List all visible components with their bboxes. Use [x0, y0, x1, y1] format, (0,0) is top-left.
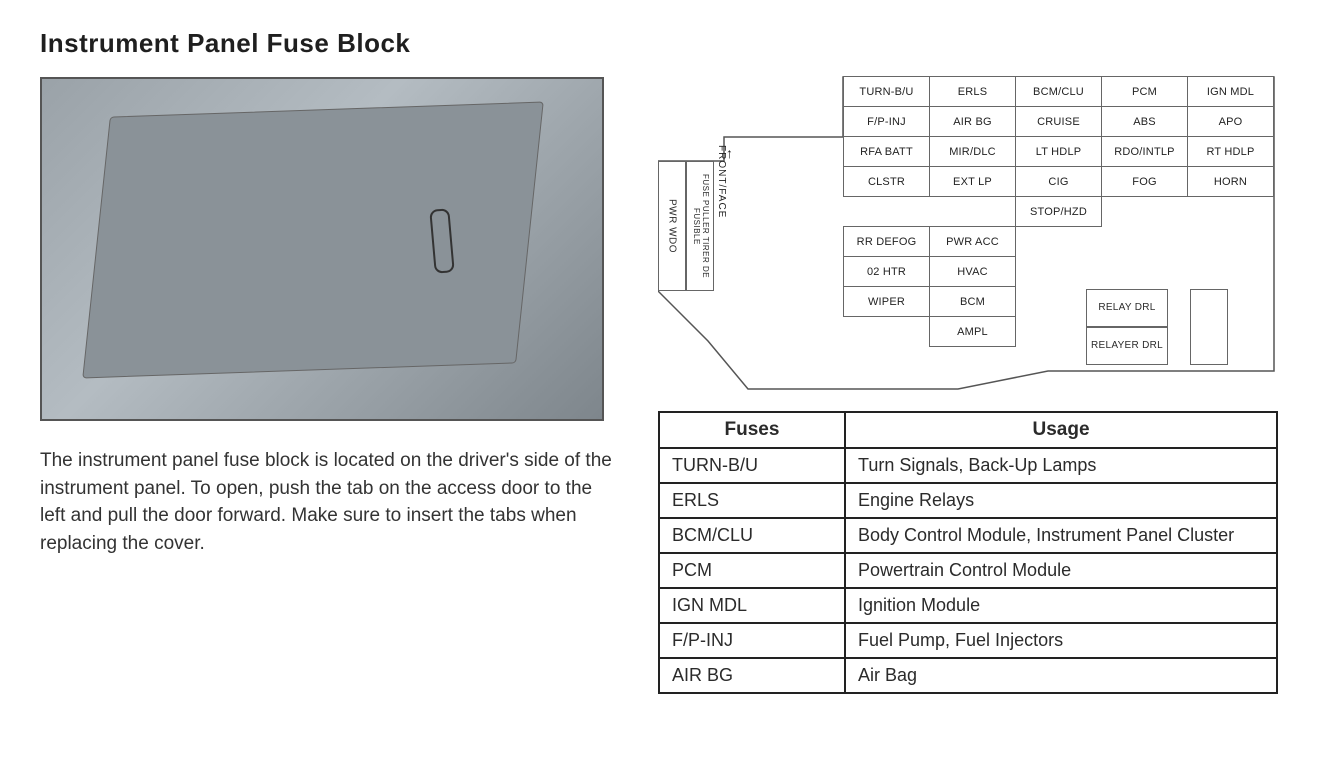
page-title: Instrument Panel Fuse Block — [40, 28, 1278, 59]
table-row: F/P-INJFuel Pump, Fuel Injectors — [659, 623, 1277, 658]
fuse-cell-mir-dlc: MIR/DLC — [929, 136, 1016, 167]
fuse-cell-turn-b-u: TURN-B/U — [843, 76, 930, 107]
page: Instrument Panel Fuse Block The instrume… — [0, 0, 1318, 767]
fuse-cell-blank — [1101, 226, 1188, 257]
fuse-usage-cell: Air Bag — [845, 658, 1277, 693]
front-face-arrow: FRONT/FACE — [716, 145, 735, 218]
relay-blank-box — [1190, 289, 1228, 365]
fuse-cell-pcm: PCM — [1101, 76, 1188, 107]
fuse-cell-wiper: WIPER — [843, 286, 930, 317]
fuse-cell-rt-hdlp: RT HDLP — [1187, 136, 1274, 167]
fuse-puller-strip: FUSE PULLER TIRER DE FUSIBLE — [686, 161, 714, 291]
table-header-row: Fuses Usage — [659, 412, 1277, 448]
table-row: AIR BGAir Bag — [659, 658, 1277, 693]
fuse-usage-cell: Fuel Pump, Fuel Injectors — [845, 623, 1277, 658]
fuse-cell-hvac: HVAC — [929, 256, 1016, 287]
fuse-cell-blank — [843, 196, 930, 227]
fuse-code-cell: PCM — [659, 553, 845, 588]
fuse-cell-f-p-inj: F/P-INJ — [843, 106, 930, 137]
fuse-cell-rdo-intlp: RDO/INTLP — [1101, 136, 1188, 167]
fuse-cell-lt-hdlp: LT HDLP — [1015, 136, 1102, 167]
header-usage: Usage — [845, 412, 1277, 448]
fuse-cell-stop-hzd: STOP/HZD — [1015, 196, 1102, 227]
header-fuses: Fuses — [659, 412, 845, 448]
fuse-cell-cig: CIG — [1015, 166, 1102, 197]
fuse-cell-bcm-clu: BCM/CLU — [1015, 76, 1102, 107]
fuse-cell-fog: FOG — [1101, 166, 1188, 197]
fuse-cell-air-bg: AIR BG — [929, 106, 1016, 137]
fuse-cell-blank — [1187, 226, 1274, 257]
fuse-usage-table: Fuses Usage TURN-B/UTurn Signals, Back-U… — [658, 411, 1278, 694]
right-column: PWR WDO FUSE PULLER TIRER DE FUSIBLE FRO… — [658, 77, 1278, 694]
fuse-block-diagram: PWR WDO FUSE PULLER TIRER DE FUSIBLE FRO… — [658, 71, 1278, 391]
fuse-cell-horn: HORN — [1187, 166, 1274, 197]
relayer-drl-box: RELAYER DRL — [1086, 327, 1168, 365]
fuse-cell-blank — [843, 316, 930, 347]
fuse-cell-blank — [1187, 256, 1274, 287]
fuse-cell-blank — [1015, 226, 1102, 257]
fuse-code-cell: TURN-B/U — [659, 448, 845, 483]
description-text: The instrument panel fuse block is locat… — [40, 447, 618, 557]
fuse-code-cell: AIR BG — [659, 658, 845, 693]
table-row: TURN-B/UTurn Signals, Back-Up Lamps — [659, 448, 1277, 483]
fuse-code-cell: F/P-INJ — [659, 623, 845, 658]
table-row: ERLSEngine Relays — [659, 483, 1277, 518]
fuse-cell-clstr: CLSTR — [843, 166, 930, 197]
fuse-cell-bcm: BCM — [929, 286, 1016, 317]
table-row: PCMPowertrain Control Module — [659, 553, 1277, 588]
fuse-usage-cell: Ignition Module — [845, 588, 1277, 623]
fuse-cell-rfa-batt: RFA BATT — [843, 136, 930, 167]
fuse-cell-abs: ABS — [1101, 106, 1188, 137]
fuse-cell-blank — [929, 196, 1016, 227]
fuse-code-cell: BCM/CLU — [659, 518, 845, 553]
relay-drl-box: RELAY DRL — [1086, 289, 1168, 327]
fuse-panel-photo — [40, 77, 604, 421]
fuse-usage-cell: Engine Relays — [845, 483, 1277, 518]
fuse-cell-blank — [1101, 196, 1188, 227]
left-column: The instrument panel fuse block is locat… — [40, 77, 618, 576]
table-row: BCM/CLUBody Control Module, Instrument P… — [659, 518, 1277, 553]
table-row: IGN MDLIgnition Module — [659, 588, 1277, 623]
fuse-cell-rr-defog: RR DEFOG — [843, 226, 930, 257]
fuse-usage-cell: Body Control Module, Instrument Panel Cl… — [845, 518, 1277, 553]
fuse-usage-cell: Powertrain Control Module — [845, 553, 1277, 588]
fuse-cell-02-htr: 02 HTR — [843, 256, 930, 287]
fuse-cell-blank — [1015, 256, 1102, 287]
fuse-cell-apo: APO — [1187, 106, 1274, 137]
fuse-cell-pwr-acc: PWR ACC — [929, 226, 1016, 257]
fuse-cell-ext-lp: EXT LP — [929, 166, 1016, 197]
fuse-usage-cell: Turn Signals, Back-Up Lamps — [845, 448, 1277, 483]
fuse-cell-blank — [1101, 256, 1188, 287]
fuse-cell-ampl: AMPL — [929, 316, 1016, 347]
fuse-cell-cruise: CRUISE — [1015, 106, 1102, 137]
fuse-cell-erls: ERLS — [929, 76, 1016, 107]
fuse-cell-blank — [1187, 196, 1274, 227]
fuse-code-cell: ERLS — [659, 483, 845, 518]
fuse-code-cell: IGN MDL — [659, 588, 845, 623]
two-column-layout: The instrument panel fuse block is locat… — [40, 77, 1278, 694]
fuse-cell-ign-mdl: IGN MDL — [1187, 76, 1274, 107]
pwr-wdo-strip: PWR WDO — [658, 161, 686, 291]
